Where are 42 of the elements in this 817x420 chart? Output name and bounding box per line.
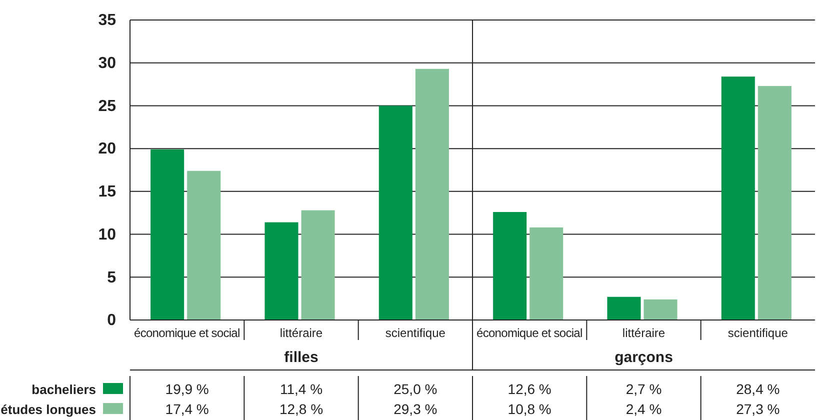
bar [264,222,298,320]
x-tick-label: économique et social [134,326,240,340]
bar [530,227,564,320]
data-label: 28,4 % [736,381,780,397]
y-tick-label: 0 [107,312,116,330]
y-tick-label: 20 [98,140,116,158]
bar [301,210,335,320]
text: filles [284,349,318,366]
legend-label: bacheliers [32,382,96,397]
y-tick-label: 5 [107,269,116,286]
x-tick-label: scientifique [728,326,788,340]
data-label: 19,9 % [165,381,209,397]
x-tick-label: économique et social [476,326,583,340]
bar [150,149,184,320]
data-label: 12,6 % [508,381,552,397]
bar [721,76,755,320]
bar [493,212,527,320]
bar [415,68,449,320]
x-tick-label: scientifique [385,326,446,340]
data-label: 25,0 % [394,381,438,397]
data-label: 2,4 % [626,401,662,417]
data-label: 10,8 % [508,401,552,417]
data-label: 29,3 % [394,401,438,417]
y-tick-label: 25 [98,98,116,115]
y-tick-label: 30 [98,54,116,72]
data-label: 27,3 % [736,401,780,417]
x-tick-label: littéraire [622,326,666,340]
y-tick-label: 10 [98,226,116,244]
bar [378,106,412,320]
data-label: 17,4 % [165,401,209,417]
y-tick-label: 15 [98,184,116,201]
y-tick-label: 35 [98,12,116,30]
legend-label: études longues [0,402,96,417]
data-label: 2,7 % [626,381,662,397]
data-label: 11,4 % [280,381,323,397]
x-tick-label: littéraire [280,326,323,340]
bar [758,86,792,320]
text: garçons [614,349,673,366]
bar [607,296,641,320]
data-label: 12,8 % [279,401,324,417]
bar [644,299,678,320]
bar [187,170,221,320]
